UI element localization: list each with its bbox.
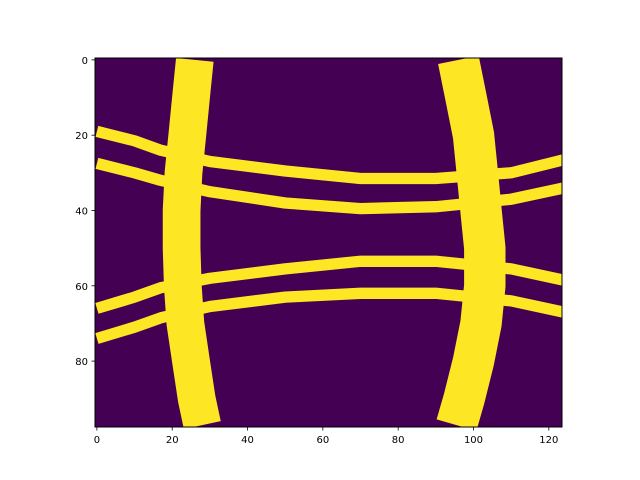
x-tick-label: 80: [392, 435, 405, 446]
heatmap-band-1: [162, 58, 221, 427]
x-tick-label: 100: [464, 435, 483, 446]
x-tick-label: 20: [166, 435, 179, 446]
y-tick-label: 20: [75, 131, 88, 142]
heatmap-band-2: [436, 58, 506, 427]
plot-area: [95, 58, 562, 427]
heatmap-band-4: [95, 157, 562, 215]
y-tick-label: 80: [75, 357, 88, 368]
plot-frame: [94, 57, 563, 428]
x-tick-label: 40: [241, 435, 254, 446]
y-tick-label: 0: [82, 56, 88, 67]
heatmap-band-3: [95, 125, 562, 185]
y-axis: 0 20 40 60 80: [75, 56, 95, 368]
x-tick-label: 60: [316, 435, 329, 446]
x-tick-label: 120: [539, 435, 558, 446]
heatmap-band-5: [95, 255, 562, 314]
heatmap-bands: [95, 58, 562, 427]
y-tick-label: 60: [75, 282, 88, 293]
x-axis: 0 20 40 60 80 100 120: [94, 427, 558, 446]
heatmap-band-6: [95, 287, 562, 344]
x-tick-label: 0: [94, 435, 100, 446]
y-tick-label: 40: [75, 206, 88, 217]
